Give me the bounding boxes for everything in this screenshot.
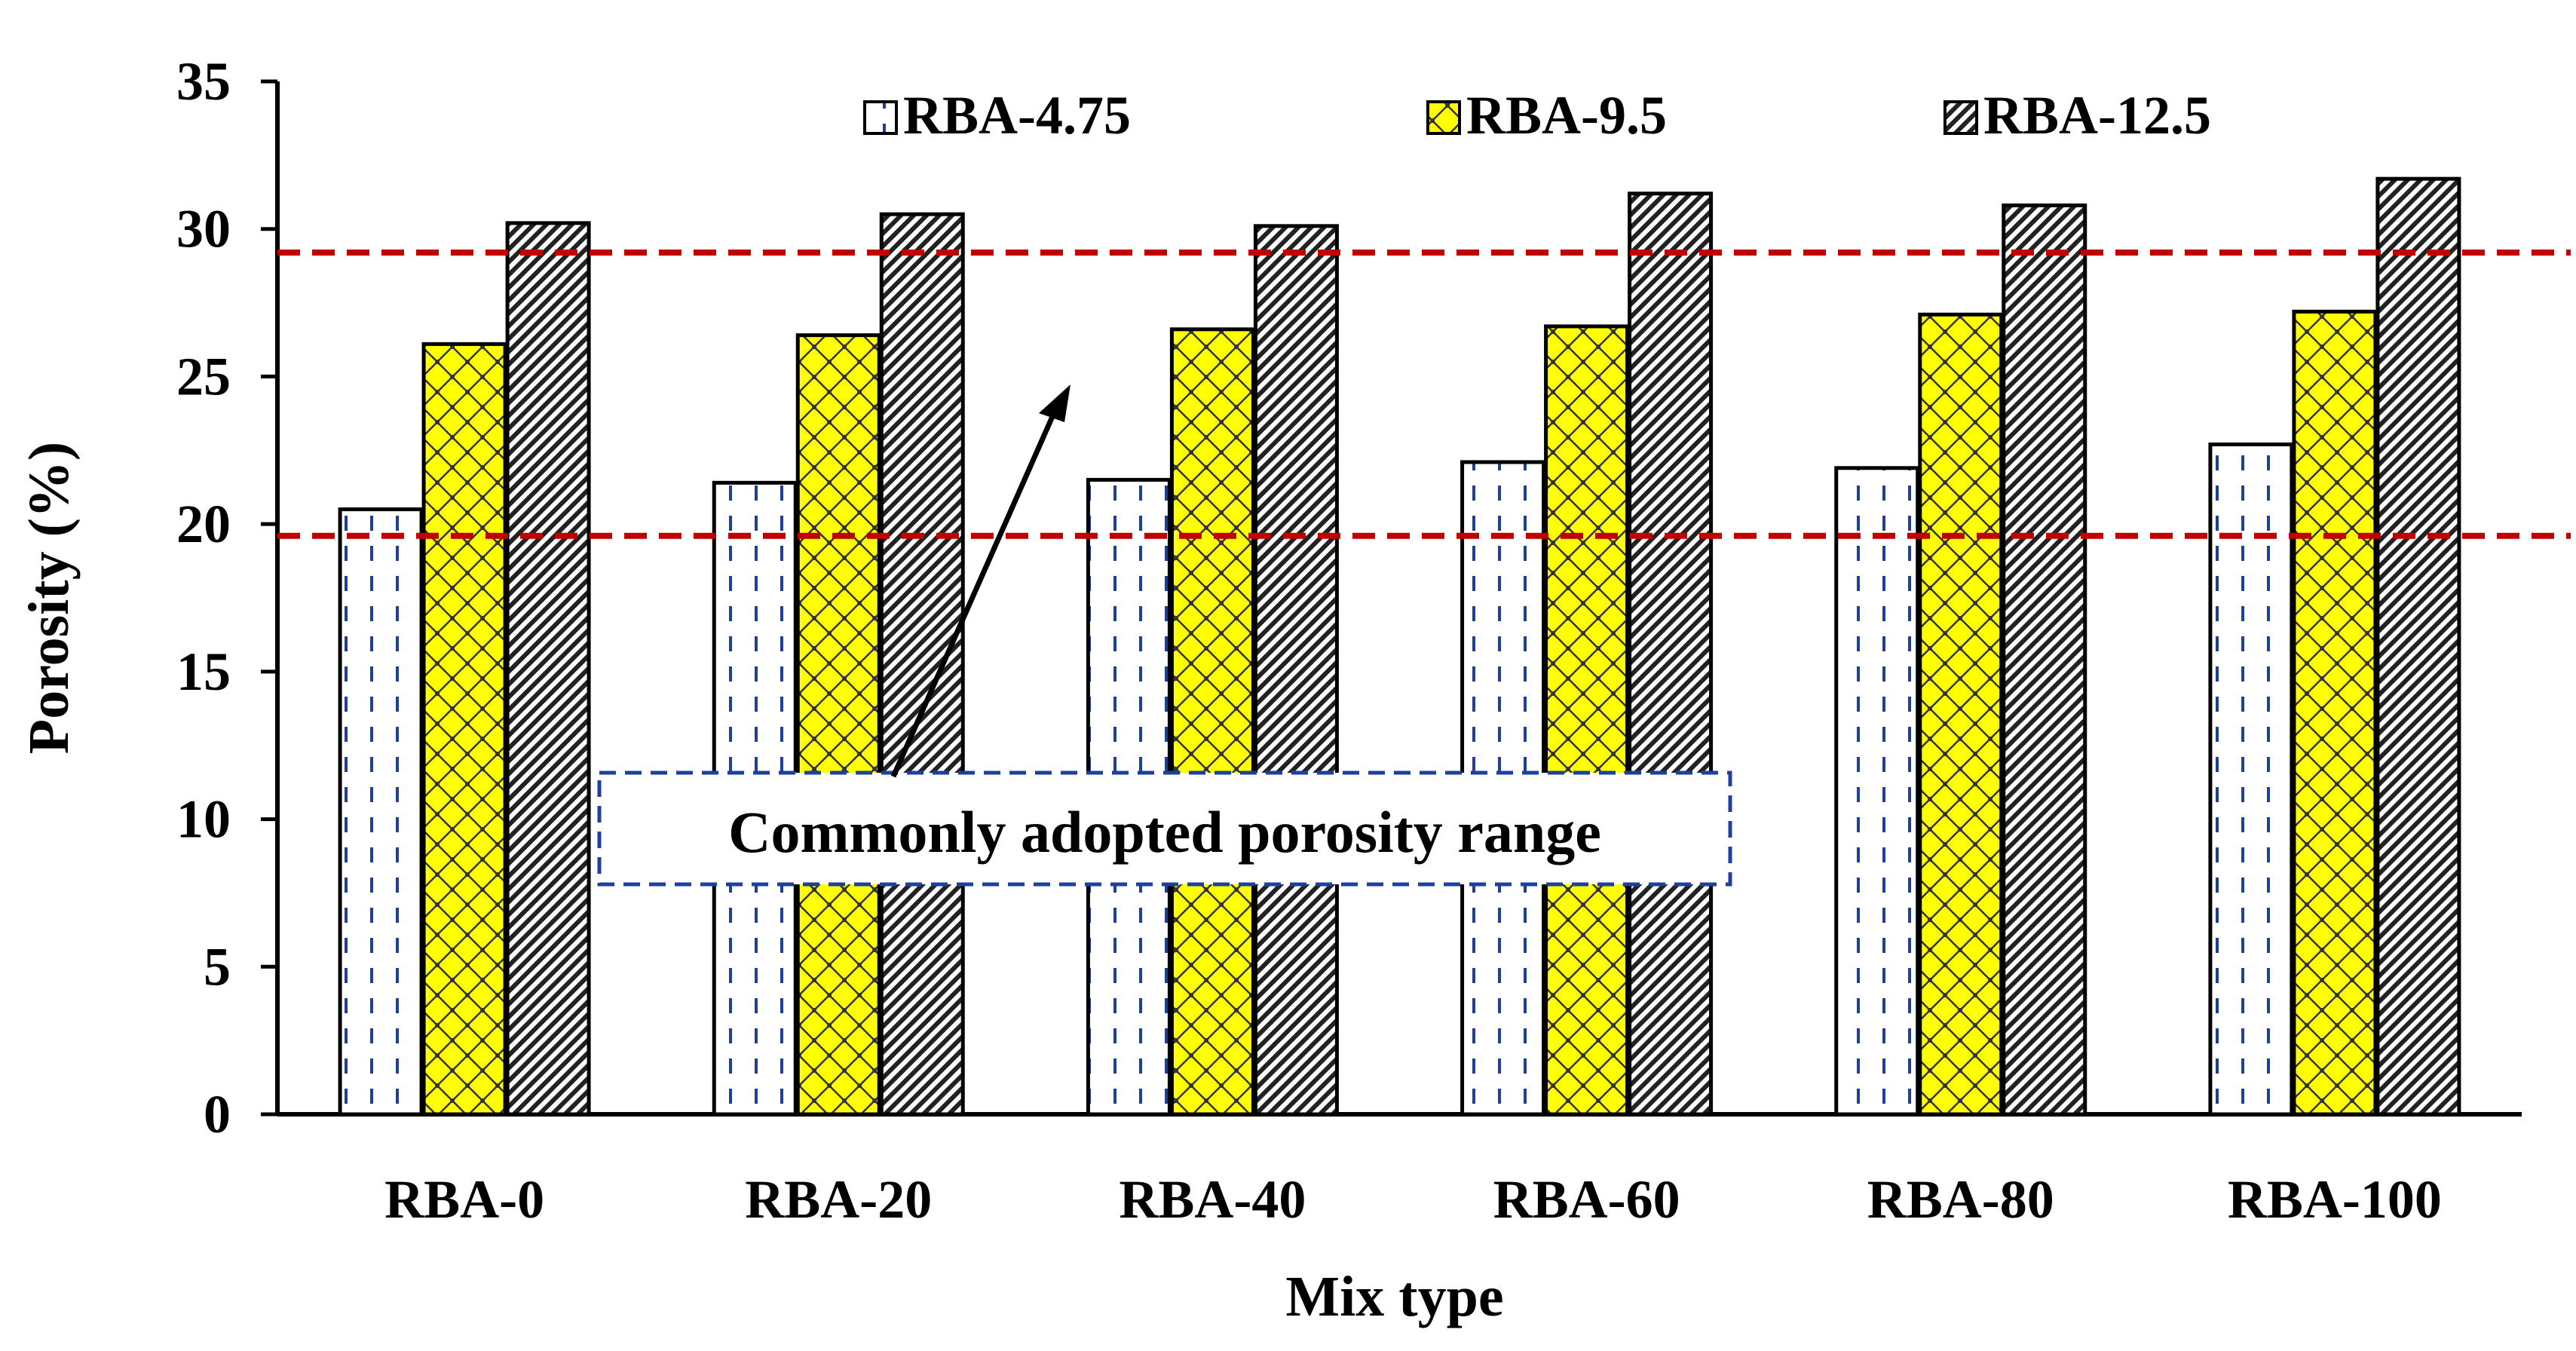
bar-rba-100-rba-4.75 [2208,442,2294,1117]
legend-swatch-rba-4.75 [863,100,898,135]
bar-rba-40-rba-12.5 [1253,224,1339,1117]
y-tick-label-10: 10 [176,789,231,850]
y-tick-label-0: 0 [204,1084,231,1144]
legend-label-rba-4.75: RBA-4.75 [903,85,1131,146]
x-tick-label-rba-60: RBA-60 [1493,1169,1680,1230]
x-tick-label-rba-80: RBA-80 [1867,1169,2054,1230]
legend-label-rba-9.5: RBA-9.5 [1466,85,1667,146]
x-tick-label-rba-100: RBA-100 [2228,1169,2442,1230]
bar-rba-80-rba-9.5 [1918,312,2004,1117]
legend-label-rba-12.5: RBA-12.5 [1983,85,2211,146]
bar-rba-60-rba-9.5 [1544,324,1630,1117]
annotation-arrow-shaft [890,412,1057,778]
bar-rba-0-rba-4.75 [338,507,424,1117]
y-tick-label-35: 35 [176,51,231,112]
x-axis-label: Mix type [1285,1265,1503,1328]
bar-rba-100-rba-12.5 [2375,176,2461,1117]
y-axis-label: Porosity (%) [17,442,81,754]
annotation-arrow-head [1039,384,1071,422]
legend-item-rba-4.75: RBA-4.75 [863,85,1131,146]
legend-swatch-rba-12.5 [1943,100,1978,135]
annotation-box [597,770,1732,887]
y-tick-label-5: 5 [204,936,231,997]
bar-rba-80-rba-12.5 [2002,203,2087,1117]
bar-rba-20-rba-12.5 [879,212,965,1117]
bar-rba-100-rba-9.5 [2292,309,2378,1117]
bar-rba-40-rba-9.5 [1169,327,1255,1117]
annotation-text: Commonly adopted porosity range [728,799,1601,865]
x-tick-label-rba-20: RBA-20 [745,1169,932,1230]
bar-rba-0-rba-12.5 [505,221,591,1117]
bar-rba-0-rba-9.5 [421,342,507,1117]
legend-swatch-rba-9.5 [1426,100,1461,135]
legend-item-rba-12.5: RBA-12.5 [1943,85,2211,146]
legend-item-rba-9.5: RBA-9.5 [1426,85,1667,146]
legend: RBA-4.75 RBA-9.5 RBA-12.5 [863,85,2211,146]
y-tick-label-15: 15 [176,642,231,702]
bar-rba-60-rba-12.5 [1628,191,1714,1117]
bar-rba-80-rba-4.75 [1834,466,1920,1117]
y-tick-label-30: 30 [176,199,231,259]
x-tick-label-rba-40: RBA-40 [1119,1169,1306,1230]
bar-rba-20-rba-9.5 [795,333,881,1117]
y-tick-label-20: 20 [176,494,231,554]
y-tick-label-25: 25 [176,346,231,406]
porosity-range-annotation: Commonly adopted porosity range [597,384,1732,887]
x-tick-label-rba-0: RBA-0 [384,1169,544,1230]
